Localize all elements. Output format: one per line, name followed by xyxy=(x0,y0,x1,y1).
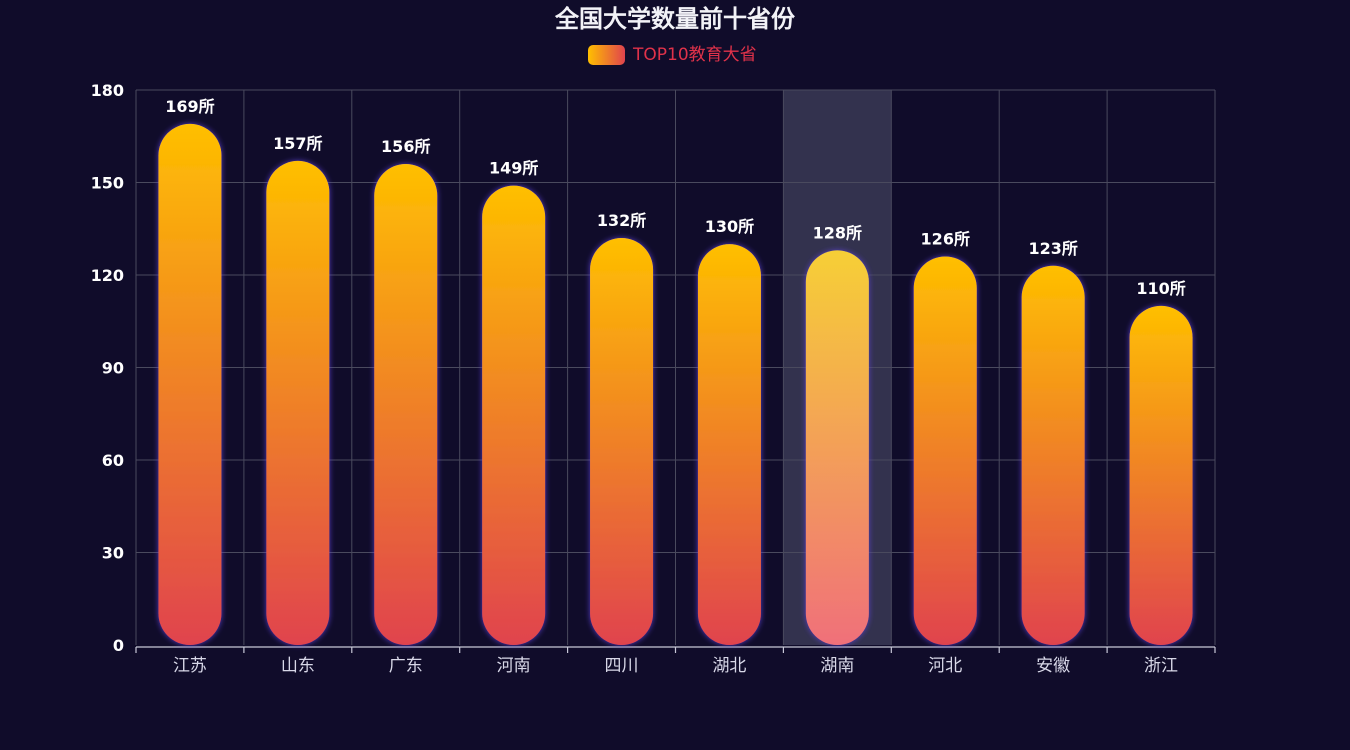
y-tick-label: 180 xyxy=(91,81,124,100)
legend[interactable]: TOP10教育大省 xyxy=(588,45,757,65)
data-label: 149所 xyxy=(489,159,538,178)
x-tick-label: 广东 xyxy=(389,656,423,676)
legend-swatch xyxy=(588,45,625,65)
legend-label: TOP10教育大省 xyxy=(632,45,757,65)
data-label: 110所 xyxy=(1136,279,1185,298)
x-tick-label: 河南 xyxy=(497,656,531,676)
x-tick-label: 河北 xyxy=(928,656,962,676)
y-tick-label: 120 xyxy=(91,266,124,285)
x-tick-label: 湖南 xyxy=(820,656,854,676)
data-label: 128所 xyxy=(813,223,862,242)
data-label: 169所 xyxy=(165,97,214,116)
data-label: 156所 xyxy=(381,137,430,156)
data-label: 123所 xyxy=(1028,239,1077,258)
bar-湖北[interactable] xyxy=(698,244,761,645)
data-label: 130所 xyxy=(705,217,754,236)
data-label: 126所 xyxy=(921,230,970,249)
x-tick-label: 安徽 xyxy=(1036,656,1070,676)
bar-安徽[interactable] xyxy=(1022,266,1085,645)
data-label: 132所 xyxy=(597,211,646,230)
x-tick-label: 江苏 xyxy=(173,656,207,676)
x-tick-label: 山东 xyxy=(281,656,315,676)
bar-河南[interactable] xyxy=(482,186,545,645)
y-tick-label: 150 xyxy=(91,174,124,193)
data-label: 157所 xyxy=(273,134,322,153)
bar-山东[interactable] xyxy=(266,161,329,645)
chart-title: 全国大学数量前十省份 xyxy=(554,5,796,33)
y-tick-label: 60 xyxy=(102,451,124,470)
y-tick-label: 90 xyxy=(102,359,124,378)
bar-河北[interactable] xyxy=(914,257,977,646)
y-tick-label: 0 xyxy=(113,636,124,655)
y-tick-label: 30 xyxy=(102,544,124,563)
x-tick-label: 湖北 xyxy=(712,656,746,676)
x-tick-label: 四川 xyxy=(605,656,639,676)
bar-湖南[interactable] xyxy=(806,250,869,645)
x-tick-label: 浙江 xyxy=(1144,656,1178,676)
bar-广东[interactable] xyxy=(374,164,437,645)
bar-浙江[interactable] xyxy=(1130,306,1193,645)
bar-四川[interactable] xyxy=(590,238,653,645)
bar-江苏[interactable] xyxy=(158,124,221,645)
